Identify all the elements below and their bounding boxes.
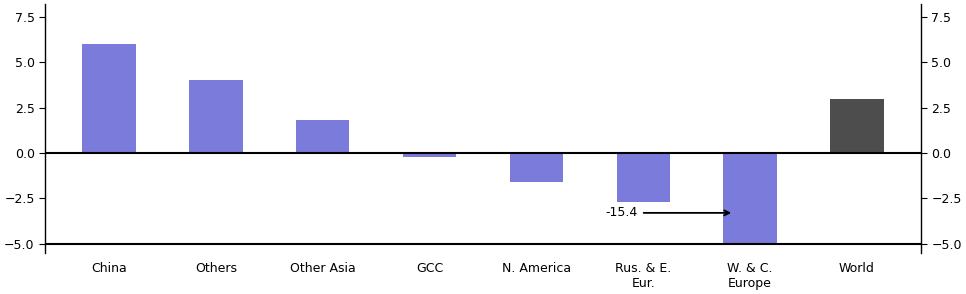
Bar: [403, 153, 456, 157]
Bar: [189, 80, 242, 153]
Bar: [616, 153, 669, 202]
Text: -15.4: -15.4: [606, 206, 729, 219]
Bar: [510, 153, 563, 182]
Bar: [82, 44, 136, 153]
Bar: [724, 153, 777, 244]
Bar: [297, 120, 350, 153]
Bar: [830, 98, 884, 153]
